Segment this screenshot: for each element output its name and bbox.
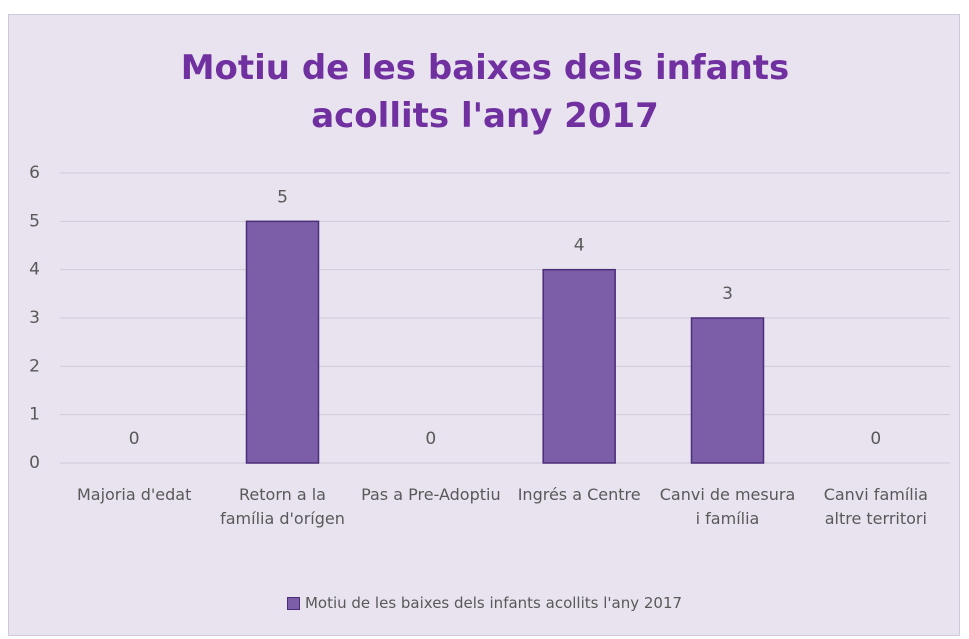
bar (245, 220, 320, 464)
y-tick-label: 4 (29, 260, 40, 280)
bar (542, 268, 616, 464)
x-tick-label: Ingrés a Centre (517, 485, 641, 504)
data-label: 0 (425, 429, 436, 449)
chart-area (8, 14, 960, 636)
y-tick-label: 1 (29, 405, 40, 425)
data-label: 3 (722, 284, 733, 304)
x-tick-label: Majoria d'edat (76, 485, 192, 504)
x-tick-label: Canvi família altre territori (823, 485, 928, 528)
x-tick-label: Pas a Pre-Adoptiu (361, 485, 501, 504)
data-label: 0 (870, 429, 881, 449)
chart-title: Motiu de les baixes dels infants acollit… (180, 48, 790, 136)
x-tick-label: Canvi de mesura i família (659, 485, 796, 528)
bar (690, 317, 765, 464)
y-tick-label: 5 (29, 211, 40, 231)
data-label: 4 (574, 236, 585, 256)
data-label: 0 (129, 429, 140, 449)
y-tick-label: 0 (29, 453, 40, 473)
y-tick-label: 6 (29, 163, 40, 183)
legend-label: Motiu de les baixes dels infants acollit… (304, 594, 683, 612)
y-tick-label: 2 (29, 356, 40, 376)
legend: Motiu de les baixes dels infants acollit… (0, 594, 969, 612)
x-tick-label: Retorn a la família d'orígen (220, 485, 345, 528)
legend-swatch (286, 596, 300, 610)
data-label: 5 (277, 187, 288, 207)
y-tick-label: 3 (29, 308, 40, 328)
